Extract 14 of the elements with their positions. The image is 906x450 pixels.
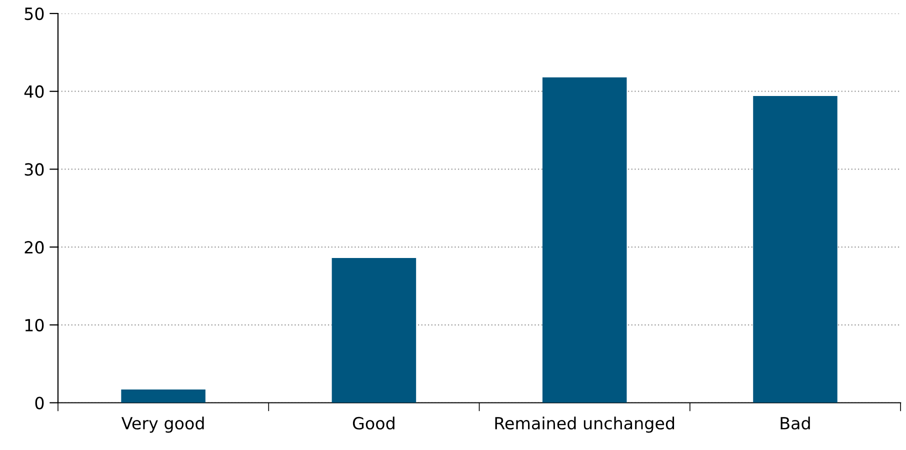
- y-tick-label: 20: [24, 241, 44, 254]
- bar: [753, 96, 838, 403]
- x-tick-label: Bad: [780, 416, 810, 430]
- x-tick-label: Remained unchanged: [495, 416, 674, 433]
- y-tick-label: 0: [35, 396, 44, 410]
- y-tick-label: 50: [24, 7, 44, 20]
- y-tick-label: 40: [24, 85, 44, 98]
- bar: [542, 77, 627, 403]
- x-tick-label: Good: [352, 416, 394, 430]
- x-tick-label: Very good: [121, 416, 204, 433]
- y-tick-label: 30: [24, 163, 44, 176]
- bar: [332, 258, 416, 403]
- y-tick-label: 10: [25, 318, 44, 332]
- bar: [121, 390, 206, 403]
